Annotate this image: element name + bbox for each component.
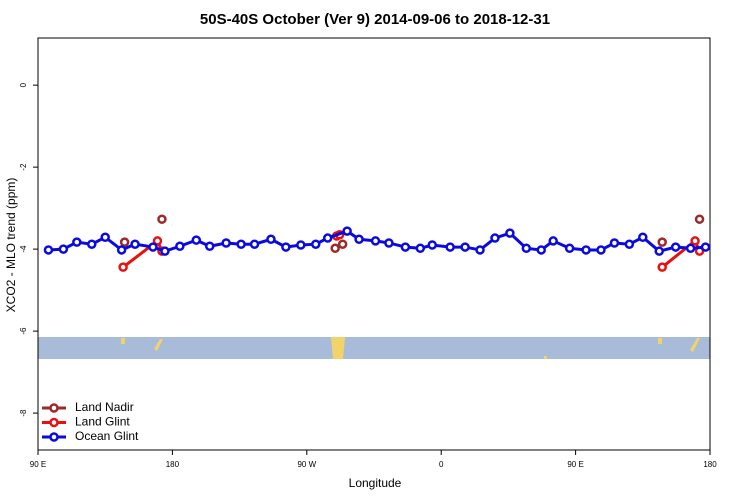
data-point — [311, 239, 321, 249]
data-point — [475, 245, 485, 255]
x-tick-label: 90 W — [297, 460, 316, 469]
data-point — [191, 235, 202, 245]
data-point — [609, 238, 620, 248]
data-point — [700, 242, 711, 252]
y-tick-label: -2 — [19, 163, 28, 171]
y-tick-label: -6 — [19, 327, 28, 335]
data-point — [427, 240, 437, 250]
data-point — [384, 238, 394, 248]
data-point — [521, 243, 532, 254]
legend-swatch — [49, 403, 59, 413]
data-point — [370, 236, 381, 246]
data-point — [130, 239, 140, 249]
data-point — [43, 245, 54, 255]
x-axis-label: Longitude — [349, 476, 402, 490]
x-tick-label: 180 — [703, 460, 717, 469]
data-point — [87, 239, 97, 249]
data-point — [624, 239, 635, 249]
data-point — [460, 242, 470, 252]
y-tick-label: 0 — [19, 82, 28, 87]
data-point — [72, 237, 82, 247]
data-point — [564, 243, 575, 254]
data-point — [204, 241, 215, 252]
data-point — [694, 214, 705, 224]
data-point — [119, 237, 130, 247]
data-point — [548, 236, 558, 246]
y-tick-label: -8 — [19, 409, 28, 417]
data-point — [100, 232, 110, 242]
data-point — [175, 241, 185, 252]
data-point — [58, 244, 69, 254]
data-point — [236, 239, 246, 249]
map-strip — [38, 337, 710, 359]
legend-swatch — [49, 417, 59, 428]
plot-frame — [37, 37, 711, 451]
data-point — [657, 237, 667, 247]
legend-label: Land Glint — [75, 415, 130, 429]
legend-swatch — [49, 432, 59, 442]
x-tick-label: 90 E — [567, 460, 583, 469]
legend-label: Land Nadir — [75, 400, 134, 414]
data-point — [337, 239, 348, 249]
data-point — [148, 242, 158, 252]
data-point — [581, 245, 591, 255]
y-tick-label: -4 — [19, 245, 28, 253]
data-point — [342, 226, 352, 236]
data-point — [654, 246, 664, 256]
x-tick-label: 90 E — [30, 460, 46, 469]
data-point — [505, 228, 515, 238]
data-point — [400, 242, 411, 252]
data-point — [690, 236, 700, 246]
data-point — [330, 243, 340, 254]
data-point — [116, 245, 127, 255]
data-point — [638, 232, 648, 242]
data-point — [596, 245, 606, 255]
data-point — [445, 242, 455, 252]
x-tick-label: 0 — [439, 460, 444, 469]
data-point — [536, 245, 547, 255]
data-point — [281, 242, 291, 252]
data-point — [249, 239, 260, 249]
data-point — [657, 262, 667, 272]
data-point — [685, 243, 696, 254]
legend-label: Ocean Glint — [75, 429, 139, 443]
data-point — [415, 243, 426, 254]
y-axis-label: XCO2 - MLO trend (ppm) — [4, 178, 18, 313]
data-point — [221, 238, 231, 248]
data-point — [157, 214, 167, 224]
x-tick-label: 180 — [166, 460, 180, 469]
data-point — [354, 234, 364, 245]
data-point — [160, 246, 170, 256]
data-point — [266, 234, 276, 245]
data-point — [490, 233, 500, 243]
data-point — [322, 233, 333, 243]
chart-title: 50S-40S October (Ver 9) 2014-09-06 to 20… — [200, 11, 550, 28]
data-point — [118, 262, 128, 272]
data-point — [670, 242, 681, 252]
data-point — [152, 236, 163, 246]
data-point — [296, 240, 306, 250]
